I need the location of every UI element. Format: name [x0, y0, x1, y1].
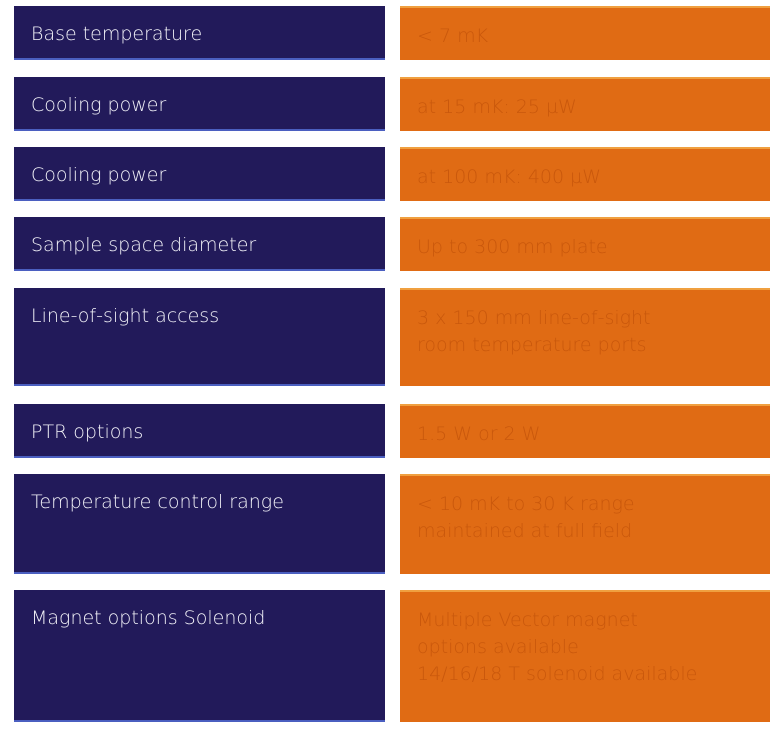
label-text: Sample space diameter: [31, 234, 257, 256]
label-cell: Cooling power: [14, 77, 385, 131]
value-cell: < 10 mK to 30 K range maintained at full …: [400, 474, 770, 574]
value-text: room temperature ports: [417, 334, 647, 356]
value-text: 1.5 W or 2 W: [417, 423, 541, 445]
value-text: options available: [417, 636, 579, 658]
value-cell: < 7 mK: [400, 6, 770, 60]
label-cell: Line-of-sight access: [14, 288, 385, 386]
label-cell: Cooling power: [14, 147, 385, 201]
label-cell: Base temperature: [14, 6, 385, 60]
value-cell: Multiple Vector magnet options available 1…: [400, 590, 770, 722]
label-text: Cooling power: [31, 164, 167, 186]
label-text: Cooling power: [31, 94, 167, 116]
value-cell: 1.5 W or 2 W: [400, 404, 770, 458]
value-cell: Up to 300 mm plate: [400, 217, 770, 271]
label-text: Line-of-sight access: [31, 305, 220, 327]
value-text: 14/16/18 T solenoid available: [417, 663, 698, 685]
value-text: Up to 300 mm plate: [417, 236, 608, 258]
value-text: at 15 mK: 25 µW: [417, 96, 577, 118]
value-text: maintained at full field: [417, 520, 633, 542]
value-text: 3 x 150 mm line-of-sight: [417, 307, 651, 329]
value-cell: at 100 mK: 400 µW: [400, 147, 770, 201]
label-text: Magnet options Solenoid: [31, 607, 266, 629]
value-text: Multiple Vector magnet: [417, 609, 638, 631]
value-text: < 7 mK: [417, 25, 489, 47]
value-text: at 100 mK: 400 µW: [417, 166, 602, 188]
label-text: Base temperature: [31, 23, 203, 45]
label-cell: Temperature control range: [14, 474, 385, 574]
value-cell: 3 x 150 mm line-of-sight room temperature…: [400, 288, 770, 386]
label-cell: Sample space diameter: [14, 217, 385, 271]
value-cell: at 15 mK: 25 µW: [400, 77, 770, 131]
label-cell: PTR options: [14, 404, 385, 458]
label-text: Temperature control range: [31, 491, 284, 513]
value-text: < 10 mK to 30 K range: [417, 493, 635, 515]
label-cell: Magnet options Solenoid: [14, 590, 385, 722]
label-text: PTR options: [31, 421, 144, 443]
